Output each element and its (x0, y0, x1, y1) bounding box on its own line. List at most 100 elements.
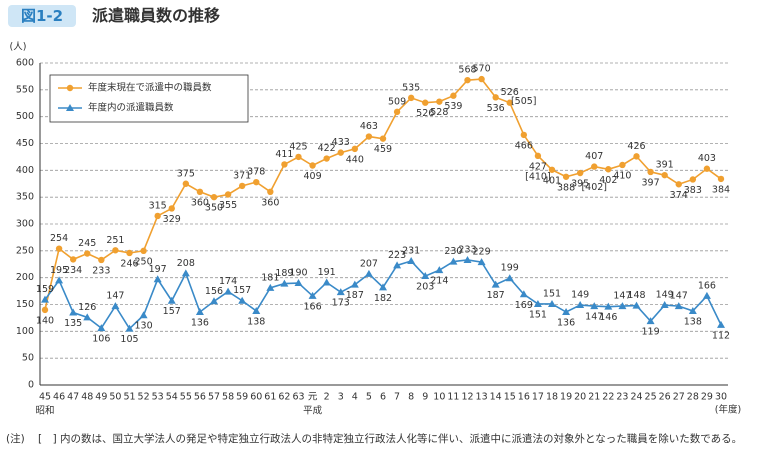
point (605, 166, 612, 173)
point (393, 108, 401, 116)
point (674, 302, 683, 310)
point (633, 153, 640, 160)
data-label: 187 (487, 290, 505, 301)
x-tick-label: 7 (394, 392, 400, 403)
data-label: 433 (332, 137, 350, 148)
point (506, 99, 513, 106)
point (350, 280, 359, 288)
x-tick-label: 61 (264, 392, 276, 403)
x-tick-label: 47 (67, 392, 79, 403)
point (309, 162, 316, 169)
x-tick-label: 18 (546, 392, 558, 403)
point (69, 308, 78, 316)
point (689, 176, 697, 183)
data-label: 138 (684, 316, 702, 327)
data-label: 395 (571, 179, 589, 190)
point (125, 324, 134, 332)
data-label: 157 (163, 306, 181, 317)
point (336, 288, 345, 296)
data-label: 350 (205, 203, 223, 214)
point (632, 301, 641, 309)
data-label: 159 (36, 284, 54, 295)
point (210, 193, 218, 201)
point (41, 295, 49, 303)
y-tick-label: 0 (28, 380, 34, 391)
x-tick-label: 57 (208, 392, 220, 403)
data-label: 148 (627, 290, 645, 301)
data-label: 383 (684, 185, 702, 196)
point (436, 98, 443, 105)
x-tick-label: 5 (366, 392, 372, 403)
point (463, 255, 472, 263)
data-label: 130 (135, 321, 153, 332)
x-tick-label: 4 (352, 392, 358, 403)
data-label: 528 (430, 107, 448, 118)
point (379, 283, 387, 291)
x-tick-label: 24 (630, 392, 642, 403)
data-label: 230 (444, 246, 462, 257)
data-label: 570 (473, 64, 491, 75)
point (126, 249, 133, 257)
point (153, 275, 162, 283)
data-label: 151 (529, 309, 547, 320)
point (365, 133, 373, 140)
point (647, 168, 654, 176)
point (576, 169, 584, 177)
data-label: 374 (670, 190, 688, 201)
x-tick-label: 13 (476, 392, 488, 403)
point (450, 92, 457, 99)
x-tick-label: 49 (95, 392, 107, 403)
point (351, 145, 359, 153)
point (154, 212, 161, 220)
x-tick-label: 3 (338, 392, 344, 403)
data-label: 157 (233, 285, 251, 296)
legend-marker (66, 84, 74, 92)
note: (注) [ ] 内の数は、国立大学法人の発足や特定独立行政法人の非特定独立行政法… (6, 432, 754, 447)
point (98, 256, 105, 264)
point (491, 280, 500, 288)
data-label: 126 (78, 302, 96, 313)
data-label: 151 (543, 288, 561, 299)
data-label: 402 (599, 175, 617, 186)
point (492, 94, 499, 101)
data-label: 147 (106, 291, 124, 302)
legend-label: 年度内の派遣職員数 (88, 102, 174, 114)
data-label: 375 (177, 168, 195, 179)
y-tick-label: 400 (16, 165, 34, 176)
point (55, 276, 64, 284)
x-tick-label: 16 (518, 392, 530, 403)
data-label: 147 (585, 312, 603, 323)
point (393, 261, 402, 269)
point (548, 299, 556, 307)
y-tick-label: 300 (16, 219, 34, 230)
x-tick-label: 53 (152, 392, 164, 403)
y-tick-label: 450 (16, 138, 34, 149)
point (421, 272, 430, 280)
data-label: 173 (332, 298, 350, 309)
point (702, 291, 711, 299)
point (210, 297, 218, 305)
point (111, 302, 120, 310)
x-tick-label: 8 (408, 392, 414, 403)
point (182, 180, 190, 187)
x-tick-label: 54 (166, 392, 178, 403)
point (294, 279, 303, 287)
point (337, 149, 344, 156)
point (238, 182, 246, 190)
data-label: 112 (712, 330, 730, 341)
data-label: 440 (346, 154, 364, 165)
legend-label: 年度末現在で派遣中の職員数 (88, 82, 212, 94)
point (364, 269, 373, 277)
x-tick-label: 60 (250, 392, 262, 403)
data-label: 229 (473, 247, 491, 258)
y-tick-label: 150 (16, 299, 34, 310)
data-label: 407 (585, 151, 603, 162)
annotation: [505] (511, 96, 537, 107)
data-label: 182 (374, 293, 392, 304)
point (478, 75, 485, 83)
data-label: 391 (656, 160, 674, 171)
x-tick-label: 59 (236, 392, 248, 403)
point (195, 308, 204, 316)
data-label: 190 (289, 268, 307, 279)
x-tick-label: 56 (194, 392, 206, 403)
